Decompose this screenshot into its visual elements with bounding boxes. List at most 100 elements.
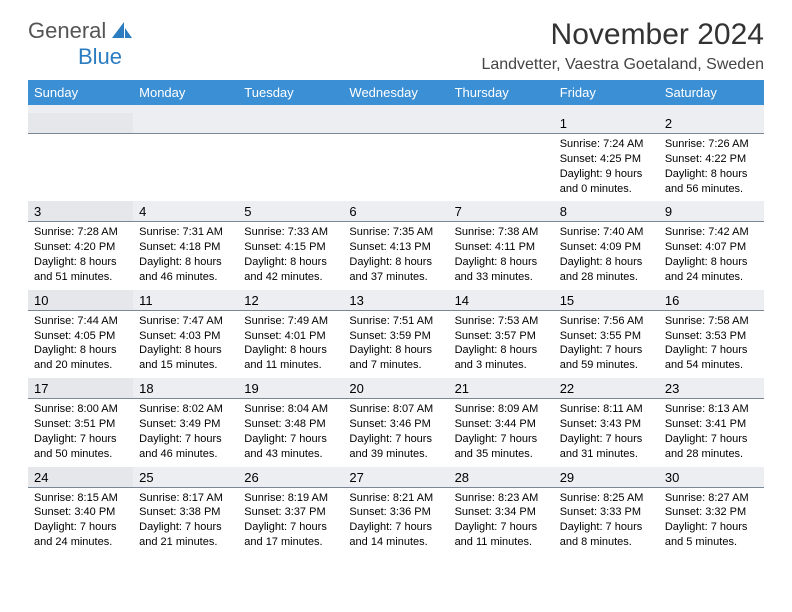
day-number-cell: 29 <box>554 467 659 488</box>
week-number-row: 12 <box>28 113 764 134</box>
sunset-line: Sunset: 3:59 PM <box>349 329 442 344</box>
daylight-line: Daylight: 7 hours and 54 minutes. <box>665 343 758 373</box>
day-detail-cell <box>238 134 343 202</box>
day-number-cell: 3 <box>28 201 133 222</box>
day-number-cell: 24 <box>28 467 133 488</box>
sunset-line: Sunset: 3:41 PM <box>665 417 758 432</box>
daylight-line: Daylight: 7 hours and 39 minutes. <box>349 432 442 462</box>
daylight-line: Daylight: 7 hours and 24 minutes. <box>34 520 127 550</box>
day-number-cell: 12 <box>238 290 343 311</box>
day-number-cell: 28 <box>449 467 554 488</box>
sunset-line: Sunset: 4:15 PM <box>244 240 337 255</box>
logo-word2: Blue <box>78 44 122 70</box>
day-detail-cell: Sunrise: 7:38 AMSunset: 4:11 PMDaylight:… <box>449 222 554 290</box>
week-text-row: Sunrise: 8:00 AMSunset: 3:51 PMDaylight:… <box>28 399 764 467</box>
sunrise-line: Sunrise: 8:23 AM <box>455 491 548 506</box>
sunrise-line: Sunrise: 8:00 AM <box>34 402 127 417</box>
daylight-line: Daylight: 7 hours and 5 minutes. <box>665 520 758 550</box>
day-detail-cell: Sunrise: 8:27 AMSunset: 3:32 PMDaylight:… <box>659 487 764 555</box>
day-detail-cell: Sunrise: 8:17 AMSunset: 3:38 PMDaylight:… <box>133 487 238 555</box>
day-number-cell <box>343 113 448 134</box>
week-text-row: Sunrise: 7:28 AMSunset: 4:20 PM Daylight:… <box>28 222 764 290</box>
sunset-line: Sunset: 4:11 PM <box>455 240 548 255</box>
sunset-line: Sunset: 3:40 PM <box>34 505 127 520</box>
day-detail-cell: Sunrise: 7:35 AMSunset: 4:13 PMDaylight:… <box>343 222 448 290</box>
day-number-cell: 15 <box>554 290 659 311</box>
sunrise-line: Sunrise: 7:44 AM <box>34 314 127 329</box>
daylight-line: Daylight: 8 hours and 24 minutes. <box>665 255 758 285</box>
day-detail-cell: Sunrise: 8:07 AMSunset: 3:46 PMDaylight:… <box>343 399 448 467</box>
daylight-line: Daylight: 8 hours and 11 minutes. <box>244 343 337 373</box>
location: Landvetter, Vaestra Goetaland, Sweden <box>481 56 764 74</box>
sunrise-line: Sunrise: 7:40 AM <box>560 225 653 240</box>
daylight-line: Daylight: 7 hours and 8 minutes. <box>560 520 653 550</box>
day-detail-cell <box>449 134 554 202</box>
sunset-line: Sunset: 4:05 PM <box>34 329 127 344</box>
day-number-cell: 25 <box>133 467 238 488</box>
day-number-cell: 1 <box>554 113 659 134</box>
sunrise-line: Sunrise: 8:19 AM <box>244 491 337 506</box>
day-detail-cell: Sunrise: 7:24 AMSunset: 4:25 PMDaylight:… <box>554 134 659 202</box>
day-detail-cell: Sunrise: 8:23 AMSunset: 3:34 PMDaylight:… <box>449 487 554 555</box>
sail-icon <box>110 20 134 40</box>
day-number-cell: 8 <box>554 201 659 222</box>
sunset-line: Sunset: 3:36 PM <box>349 505 442 520</box>
day-detail-cell: Sunrise: 8:15 AMSunset: 3:40 PMDaylight:… <box>28 487 133 555</box>
sunrise-line: Sunrise: 8:25 AM <box>560 491 653 506</box>
sunrise-line: Sunrise: 7:35 AM <box>349 225 442 240</box>
week-number-row: 24252627282930 <box>28 467 764 488</box>
day-number-cell: 16 <box>659 290 764 311</box>
calendar-wrap: SundayMondayTuesdayWednesdayThursdayFrid… <box>0 80 792 555</box>
day-detail-cell: Sunrise: 7:58 AMSunset: 3:53 PMDaylight:… <box>659 310 764 378</box>
sunrise-line: Sunrise: 7:33 AM <box>244 225 337 240</box>
sunset-line: Sunset: 3:48 PM <box>244 417 337 432</box>
sunset-line: Sunset: 4:20 PM <box>34 240 127 255</box>
day-number-cell: 20 <box>343 378 448 399</box>
daylight-line: Daylight: 8 hours and 3 minutes. <box>455 343 548 373</box>
day-detail-cell: Sunrise: 8:02 AMSunset: 3:49 PMDaylight:… <box>133 399 238 467</box>
sunrise-line: Sunrise: 7:26 AM <box>665 137 758 152</box>
sunrise-line: Sunrise: 7:28 AM <box>34 225 127 240</box>
logo: General Blue <box>28 18 134 44</box>
sunset-line: Sunset: 3:44 PM <box>455 417 548 432</box>
sunset-line: Sunset: 3:34 PM <box>455 505 548 520</box>
day-number-cell: 27 <box>343 467 448 488</box>
day-detail-cell: Sunrise: 7:44 AMSunset: 4:05 PMDaylight:… <box>28 310 133 378</box>
sunset-line: Sunset: 3:57 PM <box>455 329 548 344</box>
sunrise-line: Sunrise: 8:17 AM <box>139 491 232 506</box>
daylight-line: Daylight: 7 hours and 59 minutes. <box>560 343 653 373</box>
day-number-cell: 18 <box>133 378 238 399</box>
sunset-line: Sunset: 3:33 PM <box>560 505 653 520</box>
sunrise-line: Sunrise: 7:51 AM <box>349 314 442 329</box>
daylight-line: Daylight: 7 hours and 11 minutes. <box>455 520 548 550</box>
day-number-cell: 2 <box>659 113 764 134</box>
weekday-header: Friday <box>554 80 659 105</box>
day-detail-cell: Sunrise: 7:47 AMSunset: 4:03 PMDaylight:… <box>133 310 238 378</box>
sunrise-line: Sunrise: 7:42 AM <box>665 225 758 240</box>
daylight-line: Daylight: 8 hours and 20 minutes. <box>34 343 127 373</box>
logo-word1: General <box>28 18 106 44</box>
daylight-line: Daylight: 7 hours and 46 minutes. <box>139 432 232 462</box>
day-detail-cell: Sunrise: 8:19 AMSunset: 3:37 PMDaylight:… <box>238 487 343 555</box>
sunrise-line: Sunrise: 8:15 AM <box>34 491 127 506</box>
daylight-line: Daylight: 7 hours and 17 minutes. <box>244 520 337 550</box>
day-detail-cell: Sunrise: 7:33 AMSunset: 4:15 PMDaylight:… <box>238 222 343 290</box>
sunrise-line: Sunrise: 7:47 AM <box>139 314 232 329</box>
week-text-row: Sunrise: 7:44 AMSunset: 4:05 PMDaylight:… <box>28 310 764 378</box>
weekday-header: Tuesday <box>238 80 343 105</box>
sunset-line: Sunset: 4:22 PM <box>665 152 758 167</box>
day-detail-cell: Sunrise: 7:31 AMSunset: 4:18 PMDaylight:… <box>133 222 238 290</box>
sunrise-line: Sunrise: 7:38 AM <box>455 225 548 240</box>
sunset-line: Sunset: 3:46 PM <box>349 417 442 432</box>
month-title: November 2024 <box>481 18 764 52</box>
sunrise-line: Sunrise: 8:13 AM <box>665 402 758 417</box>
sunrise-line: Sunrise: 7:53 AM <box>455 314 548 329</box>
day-detail-cell: Sunrise: 7:51 AMSunset: 3:59 PMDaylight:… <box>343 310 448 378</box>
daylight-line: Daylight: 7 hours and 21 minutes. <box>139 520 232 550</box>
daylight-line: Daylight: 7 hours and 31 minutes. <box>560 432 653 462</box>
daylight-line: Daylight: 7 hours and 28 minutes. <box>665 432 758 462</box>
day-number-cell: 13 <box>343 290 448 311</box>
sunset-line: Sunset: 3:37 PM <box>244 505 337 520</box>
day-detail-cell: Sunrise: 7:49 AMSunset: 4:01 PMDaylight:… <box>238 310 343 378</box>
day-number-cell: 5 <box>238 201 343 222</box>
